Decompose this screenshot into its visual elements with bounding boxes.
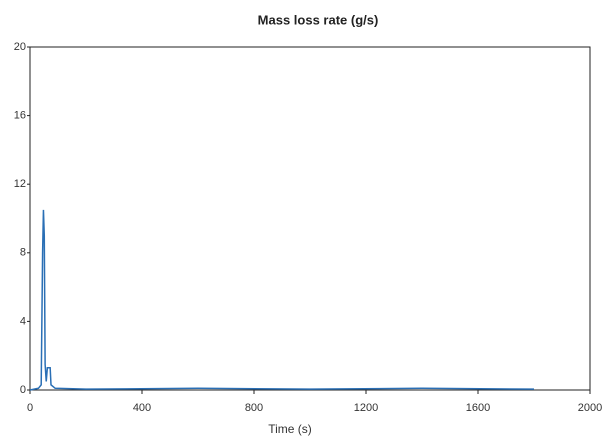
x-tick-label: 2000 [578,402,602,414]
x-tick-label: 400 [133,402,151,414]
x-axis-label: Time (s) [268,422,312,436]
y-tick-label: 0 [20,384,26,396]
x-tick-label: 1200 [354,402,378,414]
y-tick-label: 16 [14,110,26,122]
plot-frame [29,46,591,391]
y-tick-label: 4 [20,315,26,327]
chart-title: Mass loss rate (g/s) [258,12,379,27]
y-tick-label: 12 [14,178,26,190]
x-tick-label: 0 [27,402,33,414]
x-tick-label: 1600 [466,402,490,414]
x-tick-label: 800 [245,402,263,414]
y-tick-label: 8 [20,247,26,259]
y-tick-label: 20 [14,41,26,53]
data-line [29,209,535,391]
